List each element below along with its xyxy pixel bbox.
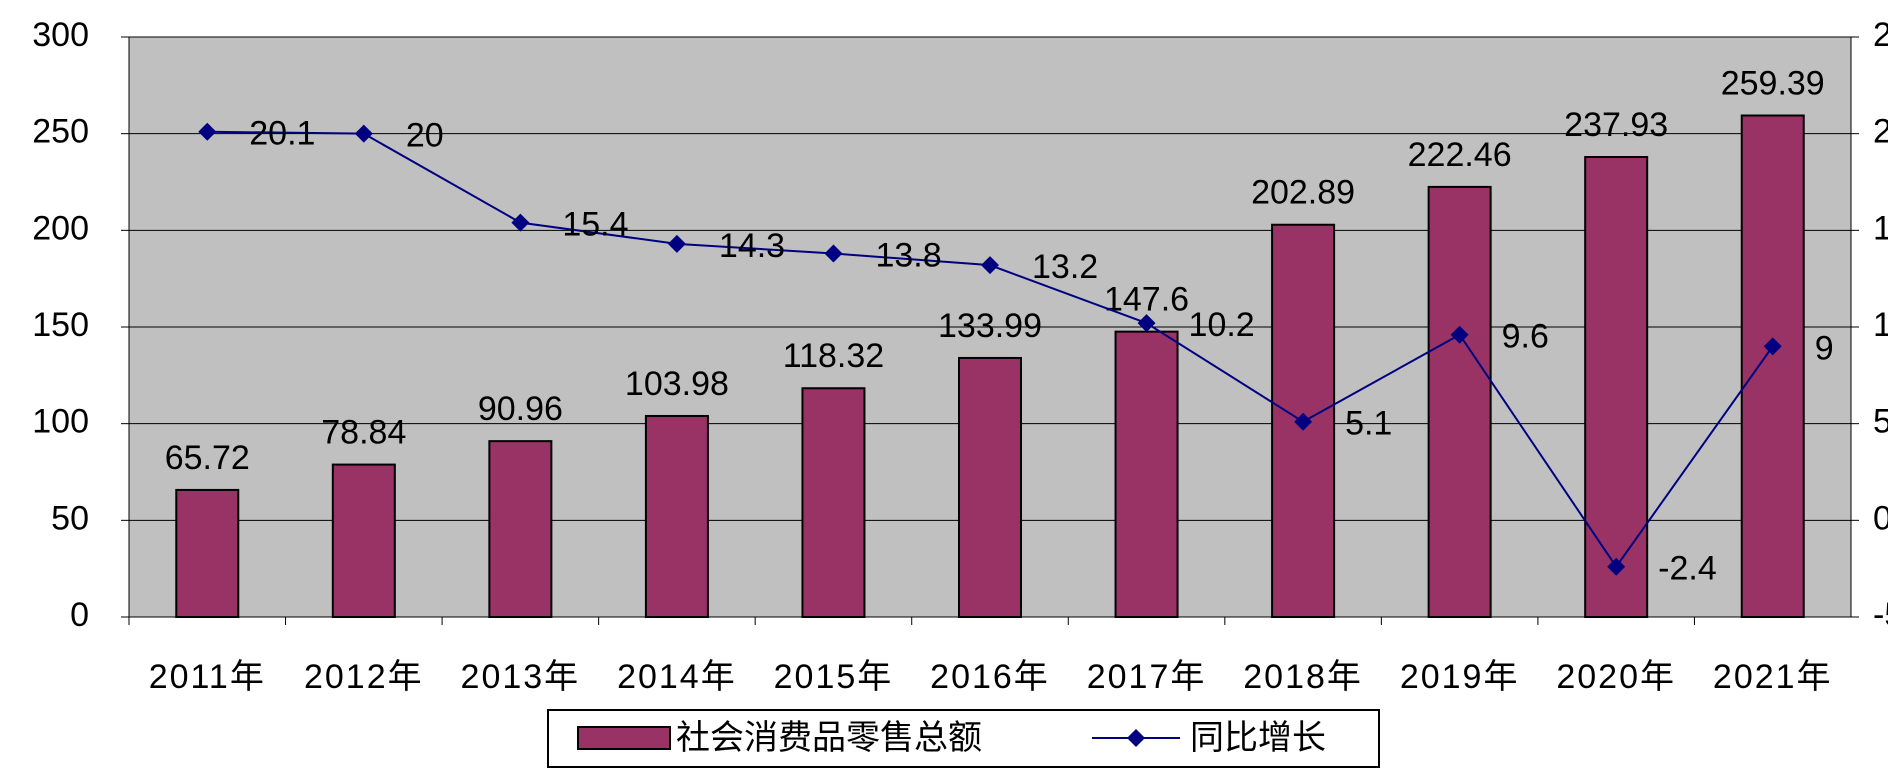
line-marker — [1763, 337, 1782, 356]
line-marker — [824, 244, 843, 263]
line-marker — [981, 256, 999, 275]
line-marker — [511, 213, 530, 232]
x-tick-label: 2016年 — [930, 658, 1050, 696]
y2-tick-label: 20 — [1873, 113, 1888, 151]
bar-value-label: 202.89 — [1251, 174, 1355, 212]
line-marker — [1137, 314, 1156, 333]
bar-value-label: 65.72 — [165, 439, 250, 477]
y-tick-label: 300 — [32, 16, 89, 54]
bar — [1114, 330, 1179, 618]
y2-tick-label: 15 — [1873, 209, 1888, 247]
bar-value-label: 133.99 — [938, 307, 1042, 345]
y-tick-label: 100 — [32, 403, 89, 441]
line-marker — [198, 122, 217, 141]
y-tick-label: 200 — [32, 209, 89, 247]
line-value-label: 13.8 — [875, 237, 941, 275]
line-value-label: 15.4 — [562, 206, 628, 244]
bar — [644, 414, 709, 618]
y2-tick-label: -5 — [1873, 596, 1888, 634]
x-tick-label: 2011年 — [149, 658, 266, 696]
line-value-label: 5.1 — [1345, 405, 1392, 443]
y-tick-label: 0 — [70, 596, 89, 634]
x-tick-label: 2018年 — [1243, 658, 1363, 696]
bar — [801, 387, 866, 618]
legend-label: 同比增长 — [1190, 719, 1326, 757]
x-tick-label: 2021年 — [1713, 658, 1833, 696]
x-tick-label: 2013年 — [461, 658, 581, 696]
y-tick-label: 150 — [32, 306, 89, 344]
legend-label: 社会消费品零售总额 — [676, 719, 982, 757]
line-marker — [1294, 412, 1313, 431]
bar-value-label: 78.84 — [321, 414, 406, 452]
line-marker — [667, 234, 686, 253]
y2-tick-label: 10 — [1873, 306, 1888, 344]
line-value-label: -2.4 — [1658, 550, 1717, 588]
x-tick-label: 2017年 — [1087, 658, 1207, 696]
bar-value-label: 90.96 — [478, 390, 563, 428]
bar-value-label: 259.39 — [1721, 64, 1825, 102]
legend-swatch — [577, 726, 671, 750]
line-value-label: 9.6 — [1502, 318, 1549, 356]
y-tick-label: 50 — [51, 499, 89, 537]
line-value-label: 10.2 — [1189, 306, 1255, 344]
line-value-label: 20 — [406, 117, 444, 155]
y2-tick-label: 0 — [1873, 499, 1888, 537]
bar-value-label: 222.46 — [1408, 136, 1512, 174]
bar — [958, 356, 1022, 618]
bar-value-label: 118.32 — [783, 337, 884, 375]
line-value-label: 13.2 — [1032, 248, 1098, 286]
legend-box — [547, 709, 1380, 768]
bar — [1584, 156, 1649, 618]
x-tick-label: 2015年 — [774, 658, 894, 696]
line-marker — [1607, 557, 1626, 576]
bar — [1427, 185, 1492, 618]
bar-value-label: 103.98 — [625, 365, 729, 403]
bar — [331, 463, 396, 618]
x-tick-label: 2019年 — [1400, 658, 1520, 696]
line-marker — [354, 124, 373, 143]
legend-marker — [1127, 729, 1145, 747]
x-tick-label: 2012年 — [304, 658, 424, 696]
line-value-label: 20.1 — [249, 115, 315, 153]
y2-tick-label: 25 — [1873, 16, 1888, 54]
bar — [488, 440, 553, 619]
line-value-label: 9 — [1815, 329, 1834, 367]
bar-value-label: 237.93 — [1564, 106, 1668, 144]
y-tick-label: 250 — [32, 113, 89, 151]
line-value-label: 14.3 — [719, 227, 785, 265]
x-tick-label: 2014年 — [617, 658, 737, 696]
line-marker — [1450, 325, 1469, 344]
y2-tick-label: 5 — [1873, 403, 1888, 441]
x-tick-label: 2020年 — [1556, 658, 1676, 696]
bar — [175, 488, 240, 619]
bar — [1740, 114, 1805, 618]
